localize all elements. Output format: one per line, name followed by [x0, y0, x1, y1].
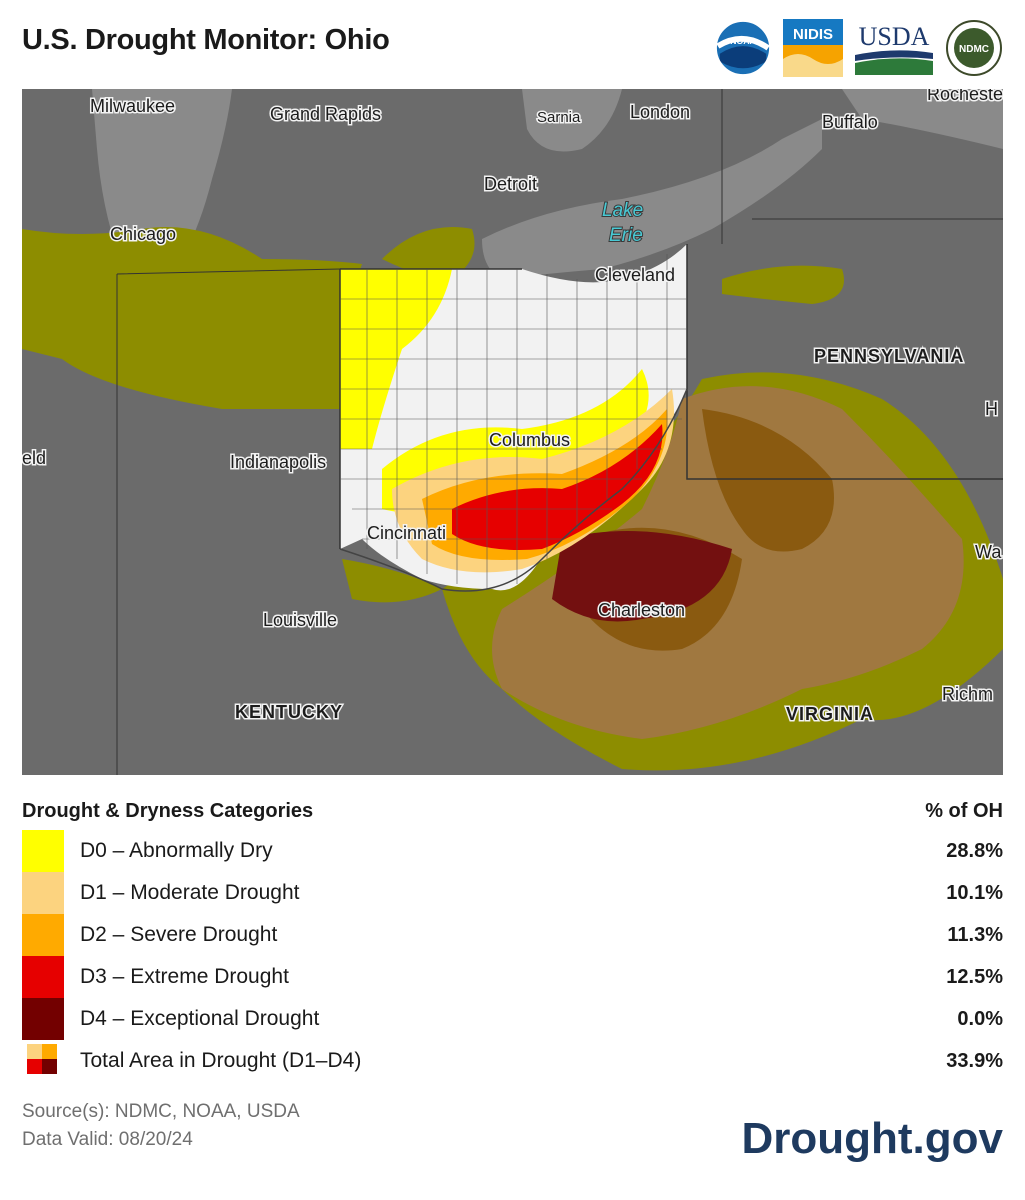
map-label-detroit: Detroit — [484, 174, 537, 194]
map-label-milwaukee: Milwaukee — [90, 96, 175, 116]
map-label-erie: Erie — [609, 225, 643, 246]
noaa-logo-text: NOAA — [730, 36, 756, 46]
map-label-louisville: Louisville — [263, 610, 337, 630]
legend-header: Drought & Dryness Categories % of OH — [22, 800, 1003, 830]
source-text: Source(s): NDMC, NOAA, USDA — [22, 1101, 300, 1122]
legend-swatch-d1 — [22, 872, 64, 914]
lake-erie — [482, 119, 822, 279]
map-label-chicago: Chicago — [110, 224, 176, 244]
map-label-cincinnati: Cincinnati — [367, 523, 446, 543]
d0-region-michigan — [382, 227, 475, 279]
map-label-sarnia: Sarnia — [537, 109, 581, 126]
legend-swatch-total — [22, 1040, 64, 1082]
map-label-columbus: Columbus — [489, 430, 570, 450]
d0-region-ky-north — [342, 559, 442, 603]
legend-row-d2: D2 – Severe Drought 11.3% — [22, 914, 1003, 956]
map-label-wa: Wa — [975, 542, 1002, 562]
legend-swatch-d4 — [22, 998, 64, 1040]
legend-label-total: Total Area in Drought (D1–D4) — [80, 1049, 362, 1072]
lake-ontario — [842, 89, 1003, 149]
state-borders-northeast — [721, 89, 1003, 244]
map-label-indianapolis: Indianapolis — [230, 452, 326, 472]
map-label-virginia: VIRGINIA — [786, 704, 874, 724]
d0-region-pa-north — [722, 265, 844, 304]
nidis-logo: NIDIS — [783, 19, 843, 77]
legend-value-d2: 11.3% — [947, 923, 1003, 946]
usda-logo: USDA — [855, 22, 933, 75]
lake-huron — [522, 89, 622, 152]
usda-logo-text: USDA — [859, 22, 930, 51]
map-label-kentucky: KENTUCKY — [235, 702, 343, 722]
footer: Source(s): NDMC, NOAA, USDA Data Valid: … — [22, 1098, 1003, 1163]
legend-row-d1: D1 – Moderate Drought 10.1% — [22, 872, 1003, 914]
header: U.S. Drought Monitor: Ohio NOAA NIDIS US… — [22, 19, 1003, 82]
map-label-richmond: Richm — [942, 684, 993, 704]
map-label-london: London — [630, 102, 690, 122]
legend: Drought & Dryness Categories % of OH D0 … — [22, 800, 1003, 1082]
map-label-pennsylvania: PENNSYLVANIA — [814, 346, 964, 366]
state-borders — [339, 244, 1003, 549]
lake-michigan — [92, 89, 232, 277]
data-valid-text: Data Valid: 08/20/24 — [22, 1129, 193, 1150]
noaa-logo: NOAA — [714, 19, 772, 77]
legend-value-d1: 10.1% — [946, 881, 1003, 904]
county-lines — [340, 254, 687, 589]
legend-heading: Drought & Dryness Categories — [22, 800, 314, 822]
map-label-charleston: Charleston — [598, 600, 685, 620]
partner-logos: NOAA NIDIS USDA NDMC — [713, 16, 1003, 80]
legend-row-total: Total Area in Drought (D1–D4) 33.9% — [22, 1040, 1003, 1082]
ndmc-logo: NDMC — [946, 20, 1002, 76]
legend-label-d1: D1 – Moderate Drought — [80, 881, 300, 904]
legend-value-d4: 0.0% — [957, 1007, 1003, 1030]
d3-ohio — [452, 424, 663, 550]
map-label-cleveland: Cleveland — [595, 265, 675, 285]
legend-label-d2: D2 – Severe Drought — [80, 923, 278, 946]
map-canvas: Milwaukee Milwaukee Grand Rapids Sarnia … — [22, 89, 1003, 775]
d2-region-wv — [702, 409, 834, 552]
legend-label-d0: D0 – Abnormally Dry — [80, 839, 273, 862]
page-title: U.S. Drought Monitor: Ohio — [22, 24, 390, 56]
legend-value-heading: % of OH — [925, 800, 1003, 822]
drought-gov-link[interactable]: Drought.gov — [741, 1114, 1003, 1163]
legend-row-d0: D0 – Abnormally Dry 28.8% — [22, 830, 1003, 872]
legend-label-d3: D3 – Extreme Drought — [80, 965, 289, 988]
legend-value-d3: 12.5% — [946, 965, 1003, 988]
legend-swatch-d0 — [22, 830, 64, 872]
legend-label-d4: D4 – Exceptional Drought — [80, 1007, 320, 1030]
legend-value-d0: 28.8% — [946, 839, 1003, 862]
legend-row-d4: D4 – Exceptional Drought 0.0% — [22, 998, 1003, 1040]
nidis-logo-text: NIDIS — [793, 26, 833, 43]
map-label-h: H — [985, 399, 998, 419]
d0-region-indiana — [22, 227, 362, 409]
legend-value-total: 33.9% — [946, 1049, 1003, 1072]
map-label-lake: Lake — [602, 200, 643, 221]
map-label-rochester: Rocheste — [927, 89, 1003, 104]
drought-map[interactable]: Milwaukee Milwaukee Grand Rapids Sarnia … — [22, 89, 1003, 775]
map-label-grand-rapids: Grand Rapids — [270, 104, 381, 124]
map-label-buffalo: Buffalo — [822, 112, 878, 132]
ohio-river — [339, 388, 688, 592]
ndmc-logo-text: NDMC — [959, 44, 989, 55]
state-borders-west — [116, 268, 341, 775]
legend-swatch-d2 — [22, 914, 64, 956]
map-label-eld: eld — [22, 448, 46, 468]
legend-row-d3: D3 – Extreme Drought 12.5% — [22, 956, 1003, 998]
legend-swatch-d3 — [22, 956, 64, 998]
d3-region-charleston — [552, 531, 732, 622]
